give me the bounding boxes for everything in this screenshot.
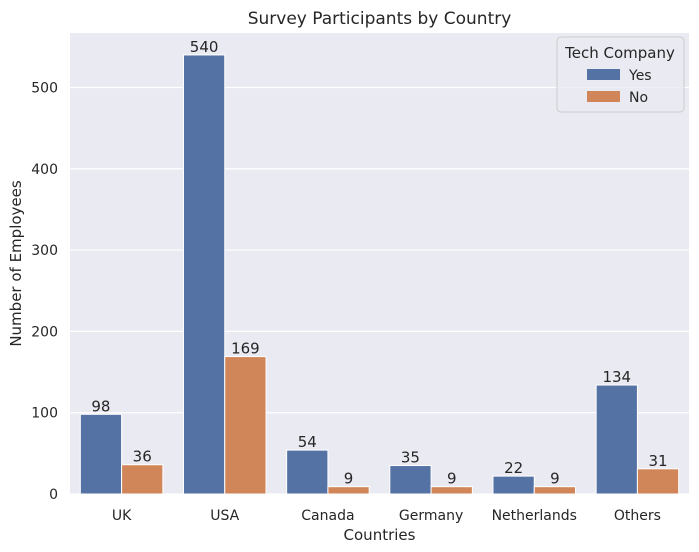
data-label: 54 [298, 433, 317, 451]
y-axis-ticks: 0 100 200 300 400 500 [31, 80, 58, 503]
data-label: 134 [602, 368, 631, 386]
legend-swatch-yes [587, 69, 620, 80]
chart-title: Survey Participants by Country [248, 9, 512, 29]
bar-yes [182, 54, 226, 495]
data-label: 9 [550, 470, 560, 488]
data-label: 9 [447, 470, 457, 488]
data-label: 540 [190, 38, 219, 56]
bar-yes [389, 465, 432, 495]
x-tick-label: Netherlands [492, 508, 577, 524]
bars [79, 54, 680, 495]
x-tick-label: Others [614, 508, 661, 524]
bar-no [121, 464, 164, 495]
data-label: 98 [91, 397, 110, 415]
bar-yes [79, 413, 123, 495]
bar-no [327, 486, 370, 495]
bar-no [430, 486, 473, 495]
bar-no [636, 468, 680, 495]
data-label: 36 [133, 448, 152, 466]
bar-yes [286, 449, 329, 495]
bar-yes [595, 384, 638, 495]
bar-no [224, 356, 267, 495]
bar-yes [492, 475, 535, 495]
y-tick-label: 300 [31, 243, 58, 259]
x-tick-label: UK [112, 508, 132, 524]
data-label: 9 [344, 470, 354, 488]
data-label: 35 [401, 449, 420, 467]
data-label: 169 [231, 340, 260, 358]
legend-label-yes: Yes [628, 68, 652, 84]
y-tick-label: 100 [31, 406, 58, 422]
legend: Tech Company Yes No [556, 36, 685, 113]
legend-label-no: No [629, 90, 648, 106]
legend-swatch-no [587, 91, 620, 102]
x-axis-ticks: UK USA Canada Germany Netherlands Others [112, 508, 661, 524]
y-tick-label: 0 [49, 487, 58, 503]
bar-no [533, 486, 577, 495]
data-label: 22 [504, 459, 523, 477]
x-tick-label: Canada [301, 508, 354, 524]
y-tick-label: 500 [31, 80, 58, 96]
legend-title: Tech Company [564, 44, 675, 62]
y-axis-title: Number of Employees [7, 180, 25, 347]
x-tick-label: Germany [399, 508, 463, 524]
y-tick-label: 200 [31, 324, 58, 340]
data-labels: 98 36 540 169 54 9 35 9 22 9 134 31 [91, 38, 667, 488]
y-tick-label: 400 [31, 162, 58, 178]
x-tick-label: USA [210, 508, 239, 524]
data-label: 31 [649, 452, 668, 470]
x-axis-title: Countries [344, 526, 416, 544]
